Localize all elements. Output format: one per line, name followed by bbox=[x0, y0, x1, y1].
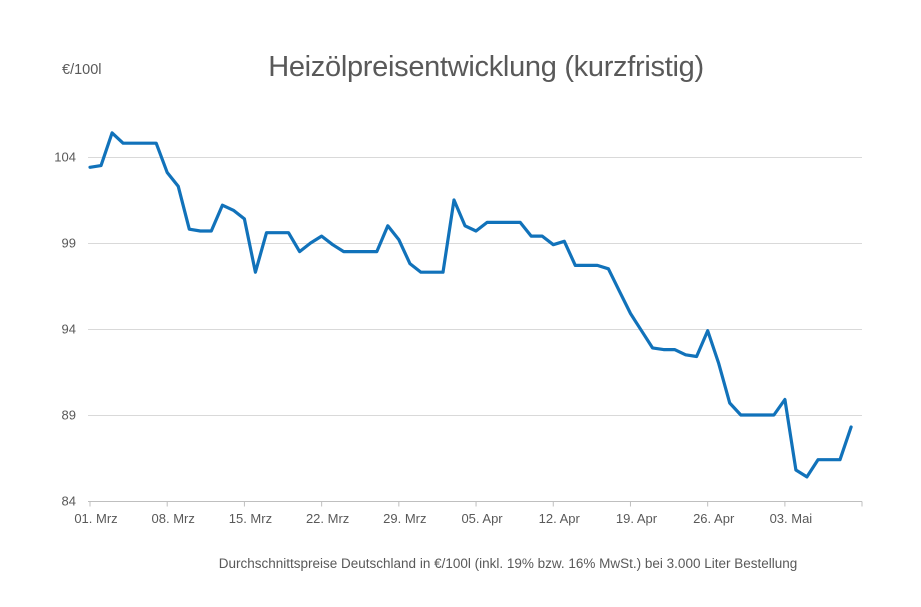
x-tick-label: 15. Mrz bbox=[229, 511, 272, 526]
x-tick-label: 08. Mrz bbox=[152, 511, 195, 526]
y-tick-label: 99 bbox=[62, 236, 76, 251]
x-tick-label: 26. Apr bbox=[693, 511, 735, 526]
chart-caption: Durchschnittspreise Deutschland in €/100… bbox=[218, 556, 798, 571]
x-tick-label: 01. Mrz bbox=[74, 511, 117, 526]
x-tick-label: 05. Apr bbox=[461, 511, 503, 526]
y-axis-unit-label: €/100l bbox=[62, 62, 102, 78]
y-tick-label: 104 bbox=[54, 150, 76, 165]
x-tick-label: 19. Apr bbox=[616, 511, 658, 526]
chart-title: Heizölpreisentwicklung (kurzfristig) bbox=[268, 51, 704, 83]
x-tick-label: 22. Mrz bbox=[306, 511, 349, 526]
y-tick-label: 94 bbox=[62, 322, 76, 337]
y-tick-label: 84 bbox=[62, 494, 76, 509]
y-tick-label: 89 bbox=[62, 408, 76, 423]
x-tick-label: 03. Mai bbox=[770, 511, 813, 526]
x-tick-label: 12. Apr bbox=[539, 511, 581, 526]
x-tick-label: 29. Mrz bbox=[383, 511, 426, 526]
price-line-series bbox=[88, 131, 853, 479]
